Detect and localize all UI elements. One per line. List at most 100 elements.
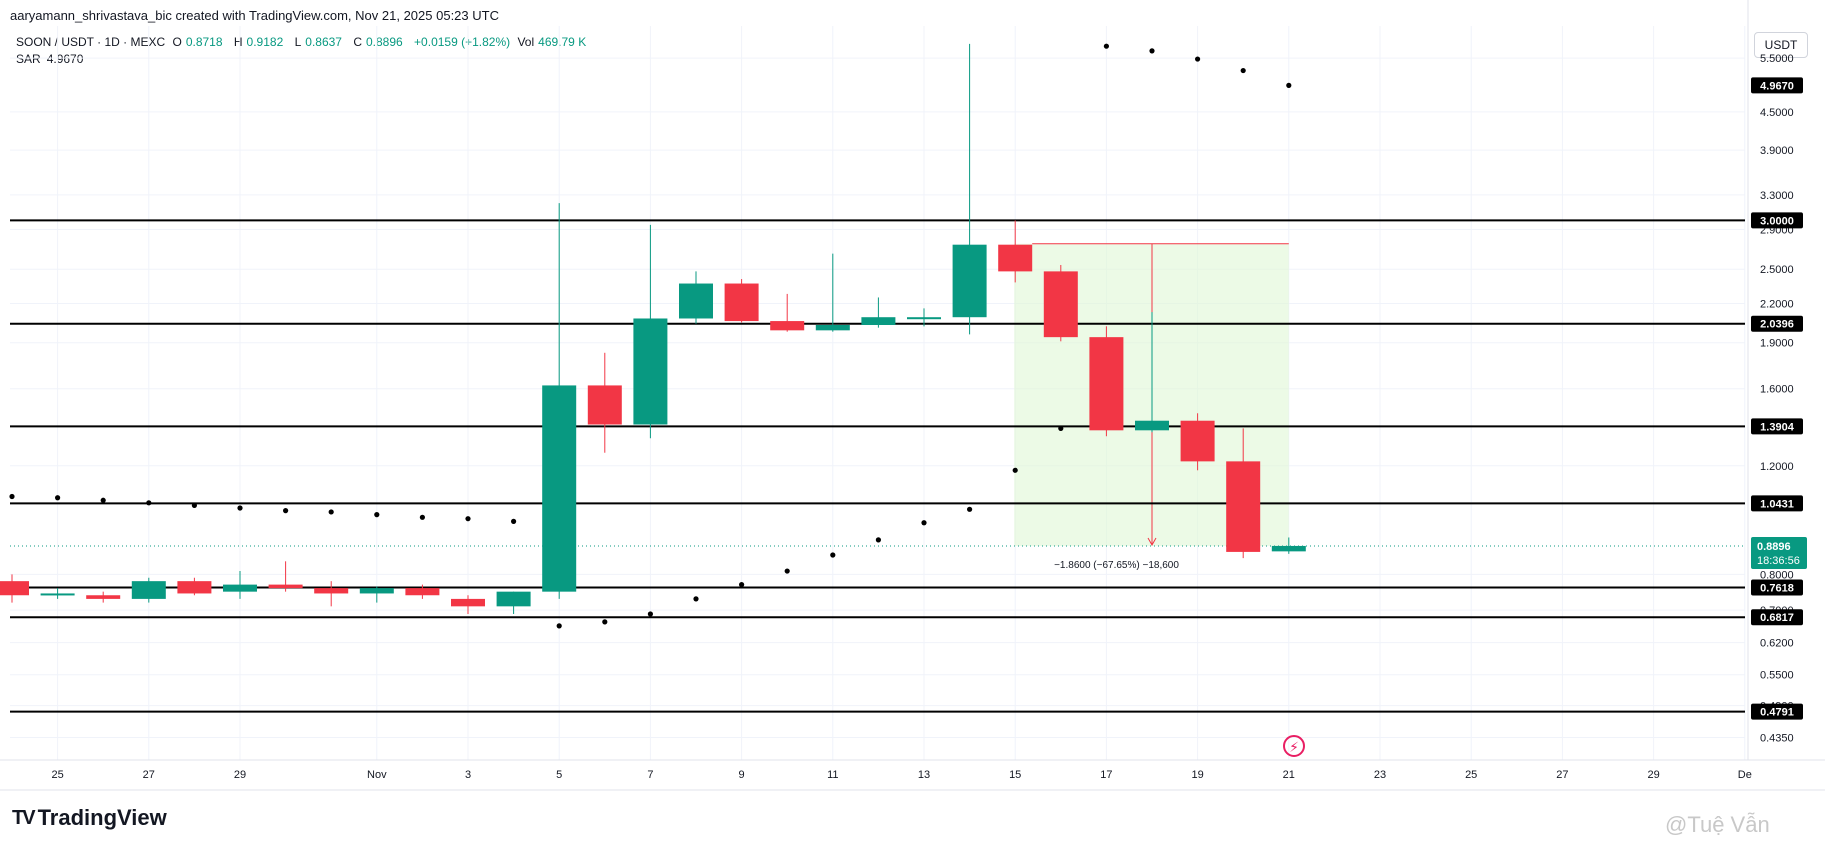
sar-dot [1240, 67, 1246, 74]
level-badge-bg [1751, 495, 1803, 512]
candle-body [86, 595, 121, 599]
candle [131, 577, 166, 603]
symbol-name[interactable]: SOON / USDT · 1D · MEXC [16, 35, 166, 49]
sar-value: 4.9670 [46, 52, 84, 66]
lightning-alert-icon[interactable]: ⚡ [1283, 735, 1305, 757]
candle-body [268, 584, 303, 589]
tv-logo-text: TradingView [37, 805, 167, 830]
level-badge-text: 1.3904 [1760, 421, 1795, 433]
x-tick-label: 17 [1100, 769, 1112, 781]
y-tick-label: 0.4350 [1760, 733, 1794, 745]
candle-body [314, 588, 349, 594]
level-badge: 0.4791 [1751, 703, 1803, 720]
x-tick-label: 29 [234, 769, 246, 781]
candle-body [1089, 337, 1124, 431]
y-tick-label: 4.5000 [1760, 107, 1794, 119]
level-badge-text: 1.0431 [1760, 498, 1794, 510]
candle [496, 591, 531, 614]
symbol-legend[interactable]: SOON / USDT · 1D · MEXC O 0.8718 H 0.9182 … [16, 35, 594, 49]
candle [1271, 537, 1306, 554]
x-tick-label: 21 [1283, 769, 1295, 781]
last-price-text: 0.8896 [1757, 541, 1791, 553]
x-tick-label: 27 [1556, 769, 1568, 781]
sar-dot [1012, 467, 1018, 473]
open-value: O 0.8718 [172, 35, 223, 49]
currency-button[interactable]: USDT [1754, 32, 1808, 58]
tv-logo-icon: TV [12, 806, 36, 829]
sar-dot [1286, 82, 1292, 88]
close-value: C 0.8896 [353, 35, 403, 49]
candle [86, 591, 121, 603]
candle-body [0, 581, 29, 596]
sar-dot [693, 596, 699, 602]
y-tick-label: 0.8000 [1760, 569, 1794, 581]
candle [998, 220, 1033, 283]
y-tick-label: 2.2000 [1760, 298, 1794, 310]
x-tick-label: 3 [465, 769, 471, 781]
level-badge-text: 0.4791 [1760, 707, 1794, 719]
sar-dot [602, 619, 608, 625]
high-value: H 0.9182 [233, 35, 284, 49]
y-tick-label: 1.6000 [1760, 384, 1794, 396]
candle [451, 595, 485, 614]
countdown-text: 18:36:56 [1757, 555, 1800, 567]
sar-dot [739, 582, 745, 588]
candle-body [907, 317, 941, 320]
level-badge-bg [1751, 609, 1803, 626]
candle [0, 574, 29, 603]
candle [359, 586, 394, 603]
candle [815, 253, 850, 332]
level-badge: 1.0431 [1751, 495, 1803, 512]
level-badge-bg [1751, 418, 1803, 435]
candle [542, 203, 577, 599]
chart-attribution: aaryamann_shrivastava_bic created with T… [10, 8, 499, 23]
y-tick-label: 1.9000 [1760, 338, 1794, 350]
x-tick-label: 5 [556, 769, 562, 781]
level-badge-text: 0.6817 [1760, 612, 1794, 624]
sar-dot [830, 552, 836, 558]
y-tick-label: 0.5500 [1760, 670, 1794, 682]
level-badge: 0.6817 [1751, 609, 1803, 626]
candle [907, 308, 941, 327]
candle-body [1226, 461, 1261, 552]
candle-body [131, 581, 166, 599]
candle [268, 561, 303, 592]
candle-body [815, 325, 850, 331]
sar-dot [100, 497, 106, 503]
candle-body [496, 591, 531, 607]
sar-dot [374, 512, 380, 518]
sar-dot [419, 514, 425, 520]
candle [633, 224, 668, 439]
watermark: @Tuệ Vẫn [1665, 812, 1770, 837]
sar-dot [283, 508, 289, 514]
sar-badge-bg [1751, 77, 1803, 94]
sar-dot [1149, 48, 1155, 54]
candle [770, 293, 805, 332]
sar-dot [556, 623, 562, 629]
candle-body [451, 598, 485, 607]
level-badge: 0.7618 [1751, 579, 1803, 596]
candle [1135, 312, 1169, 433]
candle-body [770, 321, 805, 331]
sar-legend[interactable]: SAR 4.9670 [16, 52, 89, 66]
volume-value: Vol 469.79 K [517, 35, 587, 49]
candle-body [405, 588, 440, 596]
level-badge-bg [1751, 315, 1803, 332]
tradingview-logo: TV TradingView [12, 805, 167, 831]
sar-dot [237, 505, 243, 511]
y-tick-label: 0.6200 [1760, 638, 1794, 650]
level-badge: 3.0000 [1751, 212, 1803, 229]
sar-dot [55, 495, 61, 501]
x-tick-label: 25 [51, 769, 63, 781]
measure-arrow-head [1147, 537, 1157, 546]
sar-dot [1103, 43, 1109, 49]
y-tick-label: 2.5000 [1760, 264, 1794, 276]
candle [861, 297, 896, 328]
y-tick-label: 1.2000 [1760, 461, 1794, 473]
sar-dot [1058, 425, 1064, 431]
candle-body [1135, 420, 1169, 431]
sar-dot [921, 520, 927, 526]
x-tick-label: 25 [1465, 769, 1477, 781]
candle-body [223, 584, 257, 592]
